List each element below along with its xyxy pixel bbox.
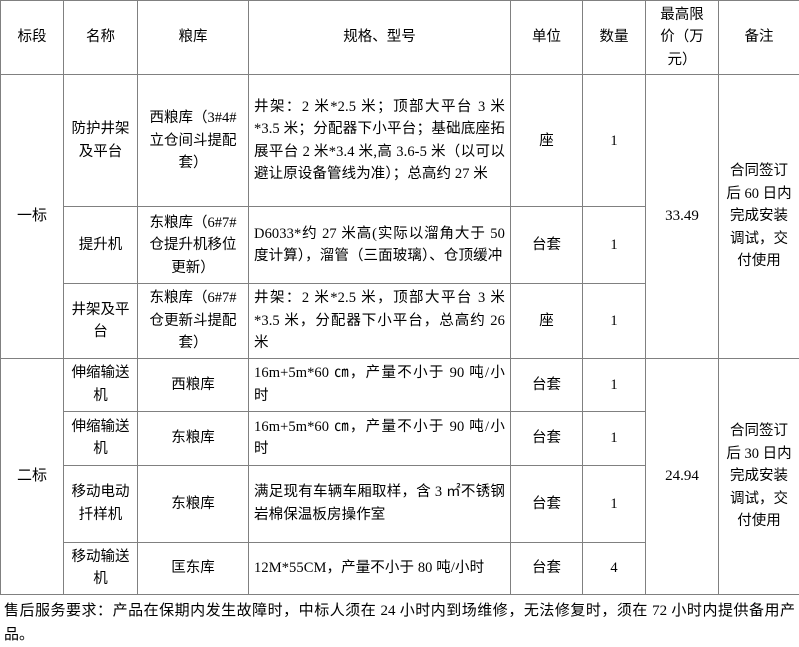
item-name: 伸缩输送机 — [64, 411, 138, 465]
item-quantity: 1 — [583, 465, 646, 542]
item-quantity: 1 — [583, 411, 646, 465]
item-depot: 东粮库（6#7#仓更新斗提配套） — [138, 284, 249, 358]
remark-cell-section-1: 合同签订后 60 日内完成安装调试，交付使用 — [719, 75, 799, 358]
item-unit: 台套 — [511, 207, 583, 284]
item-spec: 井架：2 米*2.5 米，顶部大平台 3 米*3.5 米，分配器下小平台，总高约… — [249, 284, 511, 358]
item-unit: 台套 — [511, 465, 583, 542]
item-spec: 井架：2 米*2.5 米；顶部大平台 3 米*3.5 米；分配器下小平台；基础底… — [249, 75, 511, 207]
table-header-row: 标段 名称 粮库 规格、型号 单位 数量 最高限 价（万 元） 备注 — [1, 1, 799, 75]
item-spec: D6033*约 27 米高(实际以溜角大于 50 度计算），溜管（三面玻璃）、仓… — [249, 207, 511, 284]
item-name: 井架及平台 — [64, 284, 138, 358]
item-name: 提升机 — [64, 207, 138, 284]
column-header-lot: 标段 — [1, 1, 64, 75]
max-price-line-3: 元） — [668, 52, 697, 68]
column-header-remark: 备注 — [719, 1, 799, 75]
item-name: 移动电动扦样机 — [64, 465, 138, 542]
item-spec: 满足现有车辆车厢取样，含 3 ㎡不锈钢岩棉保温板房操作室 — [249, 465, 511, 542]
after-sales-service-note: 售后服务要求：产品在保期内发生故障时，中标人须在 24 小时内到场维修，无法修复… — [0, 595, 799, 647]
item-depot: 东粮库（6#7#仓提升机移位更新） — [138, 207, 249, 284]
table-row: 二标 伸缩输送机 西粮库 16m+5m*60 ㎝，产量不小于 90 吨/小时 台… — [1, 358, 799, 411]
item-depot: 西粮库（3#4#立仓间斗提配套） — [138, 75, 249, 207]
item-unit: 台套 — [511, 358, 583, 411]
table-row: 一标 防护井架及平台 西粮库（3#4#立仓间斗提配套） 井架：2 米*2.5 米… — [1, 75, 799, 207]
column-header-unit: 单位 — [511, 1, 583, 75]
max-price-line-2: 价（万 — [660, 29, 704, 45]
column-header-quantity: 数量 — [583, 1, 646, 75]
column-header-max-price: 最高限 价（万 元） — [646, 1, 719, 75]
item-quantity: 1 — [583, 284, 646, 358]
item-name: 移动输送机 — [64, 542, 138, 594]
item-name: 伸缩输送机 — [64, 358, 138, 411]
item-quantity: 1 — [583, 207, 646, 284]
item-name: 防护井架及平台 — [64, 75, 138, 207]
item-quantity: 4 — [583, 542, 646, 594]
item-depot: 东粮库 — [138, 465, 249, 542]
item-depot: 西粮库 — [138, 358, 249, 411]
item-spec: 16m+5m*60 ㎝，产量不小于 90 吨/小时 — [249, 358, 511, 411]
item-unit: 台套 — [511, 411, 583, 465]
lot-cell-section-2: 二标 — [1, 358, 64, 594]
max-price-line-1: 最高限 — [660, 7, 704, 23]
item-quantity: 1 — [583, 75, 646, 207]
tender-items-table: 标段 名称 粮库 规格、型号 单位 数量 最高限 价（万 元） 备注 一标 防护… — [0, 0, 799, 595]
remark-cell-section-2: 合同签订后 30 日内完成安装调试，交付使用 — [719, 358, 799, 594]
item-spec: 16m+5m*60 ㎝，产量不小于 90 吨/小时 — [249, 411, 511, 465]
item-unit: 座 — [511, 75, 583, 207]
item-quantity: 1 — [583, 358, 646, 411]
max-price-cell-section-2: 24.94 — [646, 358, 719, 594]
column-header-name: 名称 — [64, 1, 138, 75]
item-depot: 匡东库 — [138, 542, 249, 594]
lot-cell-section-1: 一标 — [1, 75, 64, 358]
document-sheet: 标段 名称 粮库 规格、型号 单位 数量 最高限 价（万 元） 备注 一标 防护… — [0, 0, 799, 634]
max-price-cell-section-1: 33.49 — [646, 75, 719, 358]
item-unit: 台套 — [511, 542, 583, 594]
column-header-spec: 规格、型号 — [249, 1, 511, 75]
column-header-depot: 粮库 — [138, 1, 249, 75]
item-spec: 12M*55CM，产量不小于 80 吨/小时 — [249, 542, 511, 594]
item-depot: 东粮库 — [138, 411, 249, 465]
item-unit: 座 — [511, 284, 583, 358]
